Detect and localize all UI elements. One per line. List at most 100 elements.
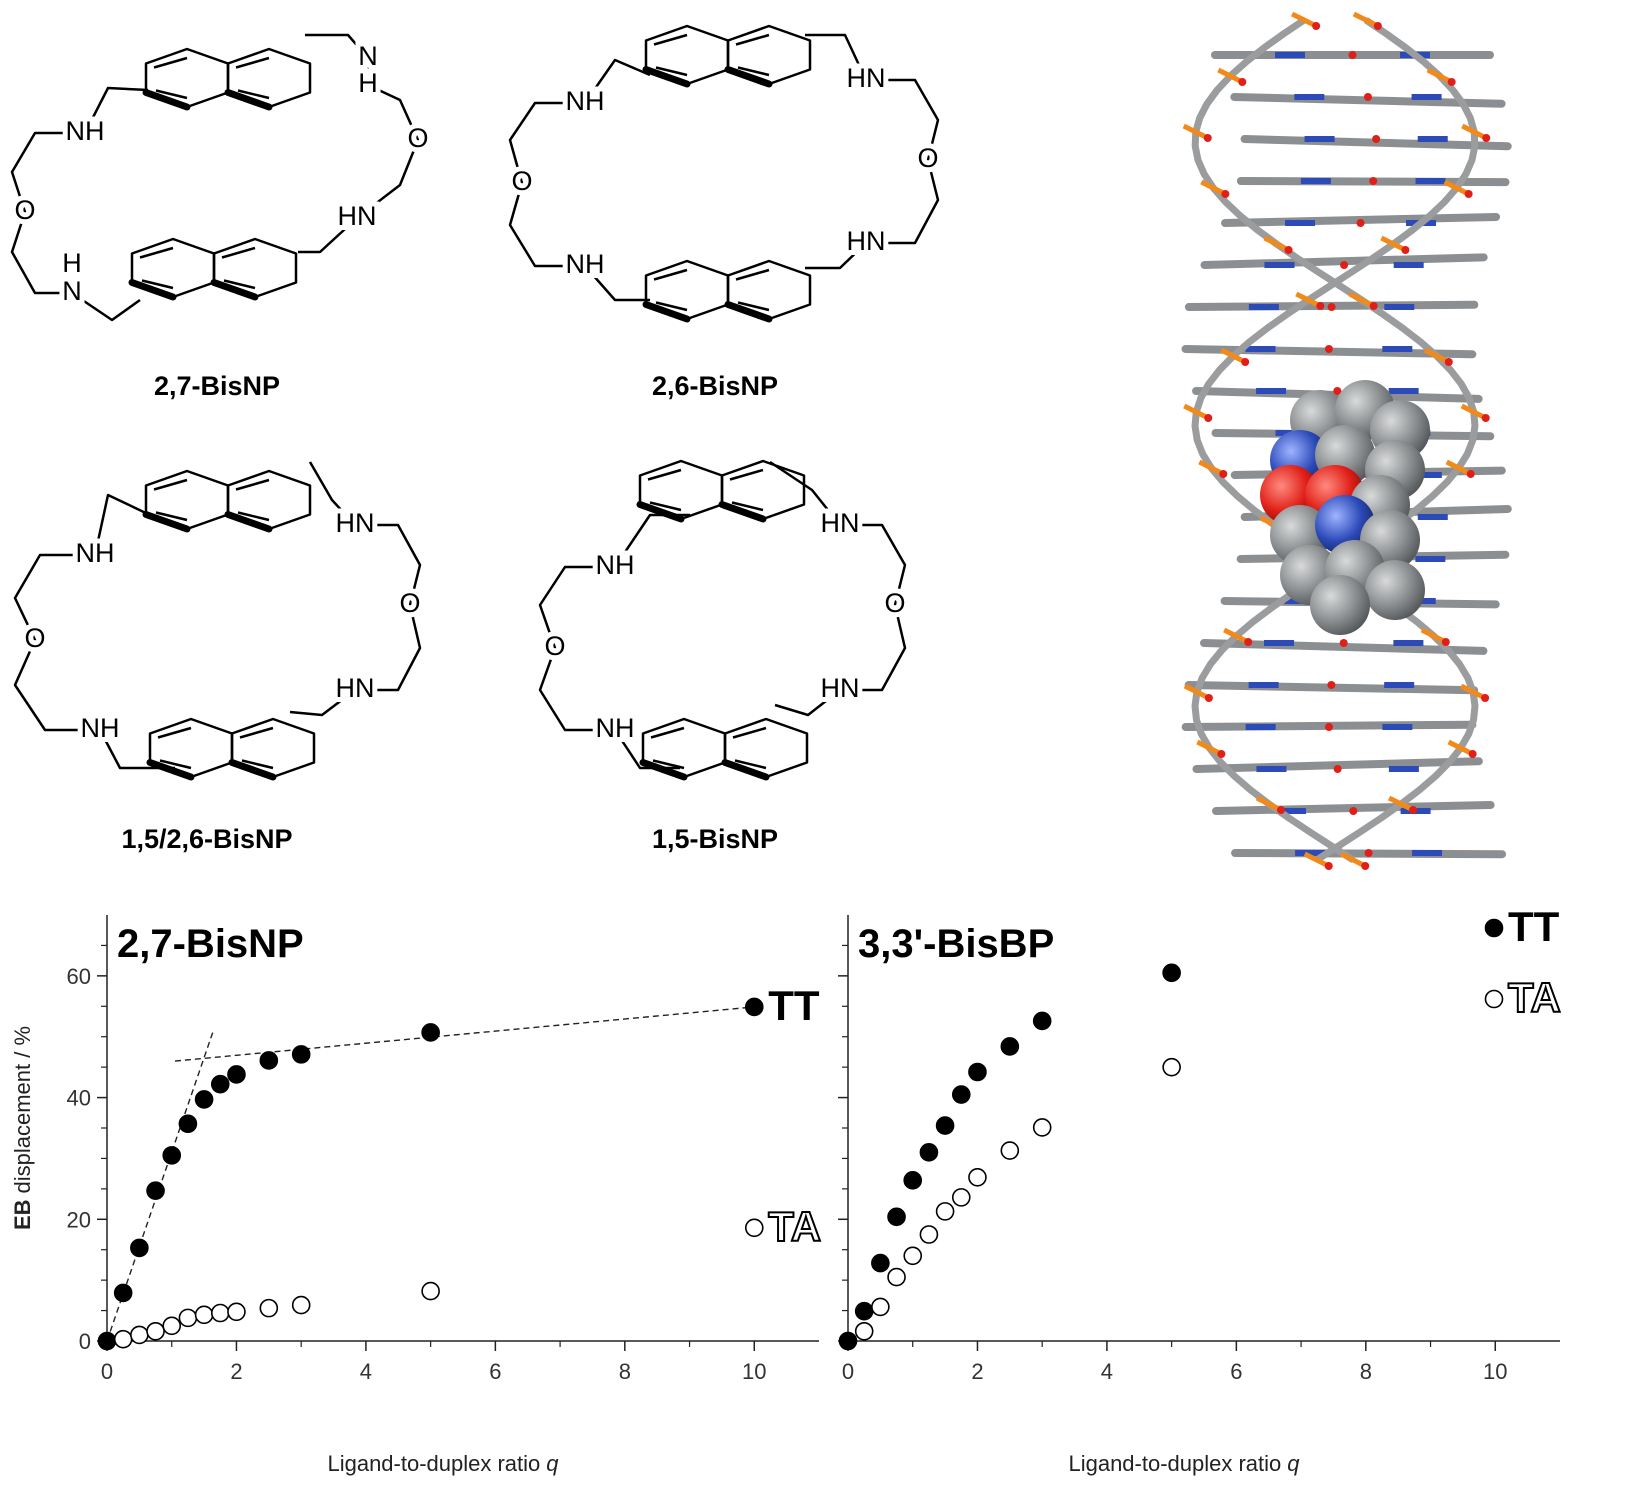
base-o [1369, 177, 1378, 185]
phosphate [1198, 459, 1225, 477]
chain-bond [769, 460, 907, 717]
phosphate-o [1409, 806, 1418, 814]
y-axis-label-text: displacement / % [10, 1026, 35, 1194]
phosphate-o [1204, 694, 1213, 702]
phosphate [1387, 795, 1415, 813]
double-bond [153, 478, 188, 491]
x-axis-label-var: q [546, 1451, 559, 1476]
point [97, 1331, 117, 1351]
atom-label: HN [821, 508, 860, 538]
phosphate [1348, 291, 1375, 309]
atom-label: O [407, 123, 428, 153]
atom-label: HN [847, 63, 886, 93]
x-tick-label: 2 [230, 1359, 242, 1384]
phosphate-o [1481, 414, 1490, 422]
point [178, 1114, 198, 1134]
x-axis-label-text: Ligand-to-duplex ratio [1068, 1451, 1281, 1476]
atom-label: H [358, 68, 378, 98]
base-o [1324, 723, 1333, 731]
atom-label: NH [596, 550, 635, 580]
phosphate-o [1221, 190, 1230, 198]
double-bond [155, 511, 188, 522]
phosphate-o [1466, 470, 1475, 478]
double-bond [647, 468, 682, 481]
point [113, 1283, 133, 1303]
point [919, 1143, 939, 1162]
atom-label: O [399, 588, 420, 618]
phosphate-o [1361, 862, 1370, 870]
structure-name: 2,6-BisNP [652, 371, 778, 401]
ring-bold-edge [642, 301, 691, 323]
phosphate [1447, 739, 1474, 757]
double-bond [237, 89, 270, 100]
point [871, 1297, 890, 1317]
legend-marker [1484, 918, 1504, 938]
ligand-atom [1365, 560, 1425, 620]
phosphate [1352, 11, 1379, 29]
ring-bold-edge [146, 759, 195, 781]
atom-label: HN [338, 201, 377, 231]
point [146, 1321, 165, 1341]
base-o [1363, 93, 1372, 101]
base-o [1340, 261, 1349, 269]
phosphate [1443, 179, 1470, 197]
phosphate [1217, 67, 1244, 85]
x-axis-label: Ligand-to-duplex ratio q [1068, 1451, 1300, 1476]
phosphate-o [1284, 246, 1293, 254]
phosphate [1303, 851, 1330, 869]
ring-bold-edge [642, 66, 691, 88]
phosphate-o [1219, 470, 1228, 478]
atom-label: HN [847, 226, 886, 256]
atom-label: NH [81, 713, 120, 743]
base-o [1348, 51, 1357, 59]
ring-bold-edge [228, 759, 277, 781]
point [887, 1267, 906, 1287]
x-tick-label: 8 [619, 1359, 631, 1384]
y-axis-label: EB displacement / % [10, 1026, 35, 1230]
atom-label: O [884, 588, 905, 618]
point [838, 1331, 858, 1351]
point [421, 1023, 440, 1042]
point [919, 1225, 939, 1244]
phosphate [1183, 683, 1211, 701]
phosphate [1340, 851, 1367, 869]
point [130, 1325, 149, 1345]
atom-label: N [62, 276, 82, 306]
point [1032, 1011, 1052, 1031]
ring-bold-edge [636, 501, 685, 523]
atom-label: HN [336, 508, 375, 538]
base-o [1339, 639, 1348, 647]
double-bond [734, 759, 767, 770]
atom-label: O [511, 166, 532, 196]
structure-name: 1,5/2,6-BisNP [121, 824, 292, 854]
phosphate [1461, 123, 1488, 141]
backbone [1191, 17, 1479, 863]
point [210, 1074, 230, 1094]
phosphate [1380, 235, 1407, 253]
y-tick-label: 60 [67, 964, 91, 989]
double-bond [737, 301, 770, 312]
dna-model [1181, 11, 1512, 870]
double-bond [155, 89, 188, 100]
x-tick-label: 0 [101, 1359, 113, 1384]
x-axis-label-var: q [1287, 1451, 1300, 1476]
double-bond [153, 56, 188, 69]
ring-bold-edge [721, 759, 770, 781]
double-bond [735, 268, 770, 281]
double-bond [735, 33, 770, 46]
double-bond [141, 279, 174, 290]
y-tick-label: 0 [79, 1329, 91, 1354]
point [903, 1171, 923, 1190]
chain-bond [13, 493, 175, 770]
phosphate-o [1482, 134, 1491, 142]
chart-title: 3,3'-BisBP [858, 922, 1054, 966]
x-tick-label: 10 [742, 1359, 766, 1384]
double-bond [731, 501, 764, 512]
phosphate [1200, 179, 1227, 197]
point [1032, 1118, 1052, 1137]
ring-bold-edge [724, 66, 773, 88]
phosphate-o [1401, 246, 1410, 254]
ring-bold-edge [210, 279, 259, 301]
phosphate-o [1373, 22, 1382, 30]
